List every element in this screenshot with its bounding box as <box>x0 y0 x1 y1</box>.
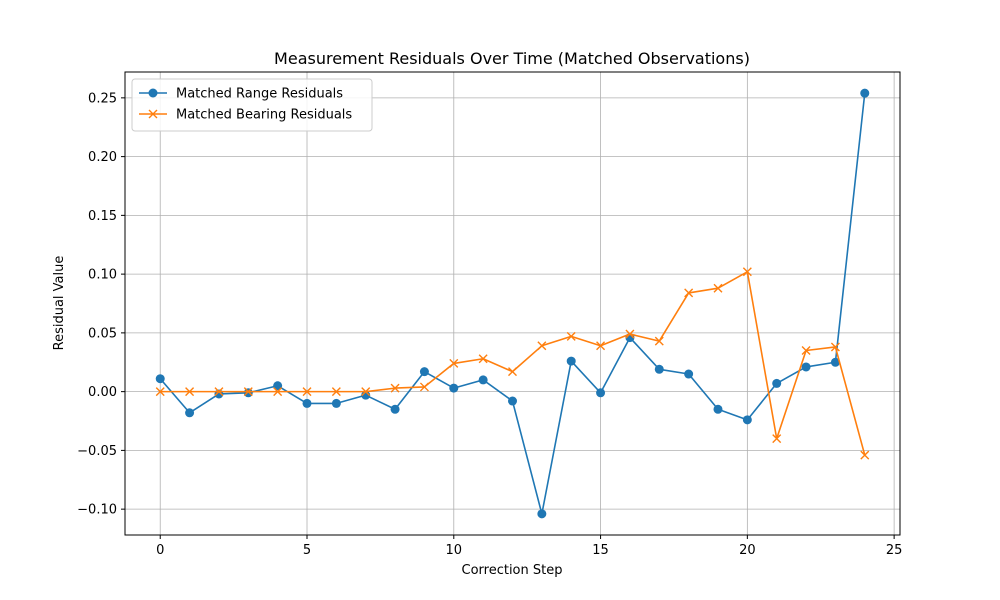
data-point <box>830 357 840 367</box>
data-point <box>860 88 870 98</box>
data-point <box>331 387 341 397</box>
data-point <box>243 387 253 397</box>
data-point <box>478 375 488 385</box>
x-tick-label: 25 <box>886 543 903 558</box>
y-tick-label: 0.10 <box>88 268 117 283</box>
data-point <box>654 336 664 346</box>
data-point <box>537 341 547 351</box>
data-point <box>830 342 840 352</box>
data-point <box>273 387 283 397</box>
series-bearing <box>155 267 870 460</box>
legend-marker <box>148 88 158 98</box>
data-point <box>566 331 576 341</box>
data-point <box>508 367 517 377</box>
ticks: 0 5 10 15 20 25 −0.10 −0.05 0.00 0.05 0.10 0.15 0.20… <box>77 91 902 558</box>
data-point <box>713 404 723 414</box>
legend-entry: Matched Range Residuals <box>139 87 343 102</box>
data-point <box>302 387 312 397</box>
x-tick-label: 5 <box>303 543 311 558</box>
data-point <box>596 388 606 398</box>
data-point <box>860 450 870 460</box>
data-point <box>596 341 606 351</box>
y-tick-label: 0.25 <box>88 91 117 106</box>
data-point <box>537 509 547 519</box>
legend-box <box>131 78 373 132</box>
y-tick-label: −0.05 <box>77 444 117 459</box>
data-point <box>331 398 341 408</box>
y-tick-label: 0.05 <box>88 326 117 341</box>
x-tick-label: 15 <box>592 543 609 558</box>
data-point <box>801 362 811 372</box>
data-point <box>742 267 752 277</box>
data-point <box>155 374 165 384</box>
y-tick-label: −0.10 <box>77 503 117 518</box>
chart-title: Measurement Residuals Over Time (Matched… <box>274 49 750 68</box>
y-axis-title: Residual Value <box>52 256 67 351</box>
data-point <box>742 415 752 425</box>
y-tick-label: 0.20 <box>88 150 117 165</box>
data-point <box>713 283 723 293</box>
data-point <box>419 382 429 392</box>
data-point <box>801 346 811 355</box>
legend-label: Matched Bearing Residuals <box>176 108 352 123</box>
series-range <box>155 88 870 519</box>
data-point <box>772 434 782 444</box>
y-tick-label: 0.00 <box>88 385 117 400</box>
data-point <box>478 354 488 364</box>
plot-frame <box>124 71 901 536</box>
legend-label: Matched Range Residuals <box>176 87 343 102</box>
data-point <box>684 288 694 298</box>
data-point <box>185 387 195 397</box>
data-point <box>155 387 165 397</box>
data-point <box>566 356 576 366</box>
x-tick-label: 0 <box>156 543 164 558</box>
y-tick-label: 0.15 <box>88 209 117 224</box>
data-point <box>772 378 782 388</box>
data-point <box>185 408 195 418</box>
x-tick-label: 20 <box>739 543 756 558</box>
data-point <box>449 383 459 393</box>
data-point <box>684 369 694 379</box>
data-point <box>625 329 635 339</box>
data-point <box>449 358 459 368</box>
legend-marker <box>148 109 158 119</box>
legend-entry: Matched Bearing Residuals <box>139 108 352 123</box>
data-point <box>419 367 429 377</box>
data-point <box>654 364 664 374</box>
data-point <box>214 387 224 397</box>
x-tick-label: 10 <box>446 543 463 558</box>
data-point <box>243 388 253 398</box>
data-point <box>273 381 283 391</box>
legend: Matched Range Residuals Matched Bearing R… <box>131 78 373 132</box>
data-point <box>302 398 312 408</box>
data-point <box>390 383 400 393</box>
series-layer <box>155 88 870 519</box>
x-axis-title: Correction Step <box>462 563 563 578</box>
data-point <box>390 404 400 414</box>
data-point <box>361 387 371 397</box>
data-point <box>508 396 517 406</box>
